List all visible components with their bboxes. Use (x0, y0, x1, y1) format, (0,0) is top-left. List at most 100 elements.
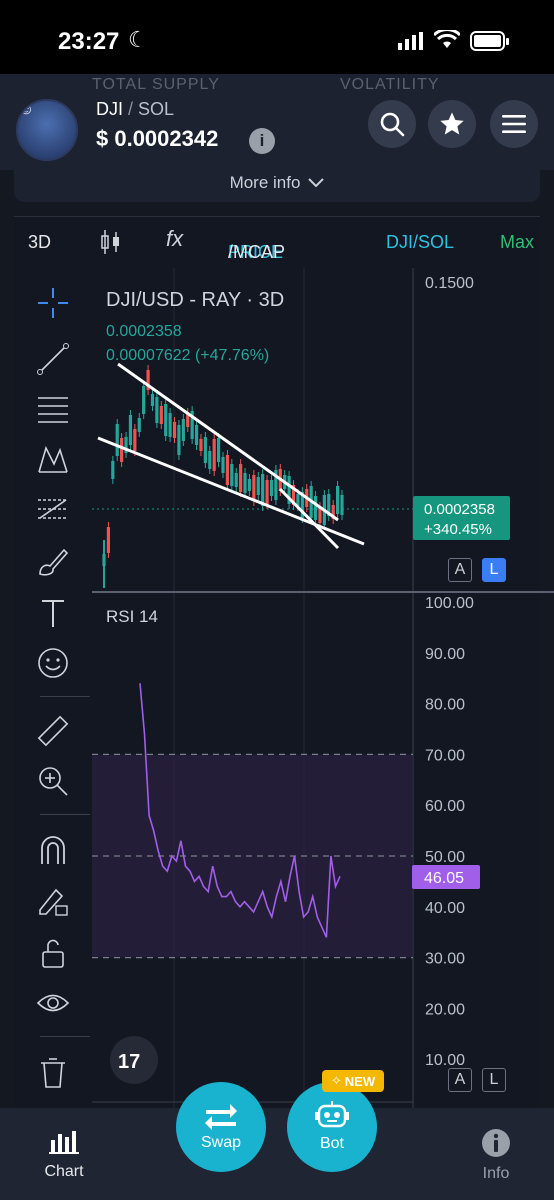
robot-icon (315, 1101, 349, 1128)
upper-trendline[interactable] (117, 362, 339, 522)
indicators-fx-icon[interactable]: fx (166, 226, 184, 251)
hamburger-menu-icon (502, 115, 526, 133)
rsi-axis: 100.00 90.00 80.00 70.00 60.00 50.00 40.00 30.0… (425, 595, 474, 1069)
pattern-tool-icon[interactable] (34, 440, 72, 478)
rsi-axis-label: 40.00 (425, 900, 465, 917)
fib-retracement-icon[interactable] (34, 390, 72, 428)
rsi-pane-title: RSI 14 (106, 607, 158, 626)
eye-visibility-icon[interactable] (34, 984, 72, 1022)
price-scale-auto-button[interactable]: A (448, 558, 472, 582)
rsi-current-value: 46.05 (424, 870, 464, 887)
badge-change: +340.45% (424, 521, 492, 538)
brush-icon[interactable] (34, 542, 72, 580)
rsi-axis-label: 80.00 (425, 697, 465, 714)
rsi-scale-auto-button[interactable]: A (448, 1068, 472, 1092)
pair-base: DJI (96, 99, 123, 119)
rsi-scale-log-button[interactable]: L (482, 1068, 506, 1092)
lock-drawing-icon[interactable] (34, 882, 72, 920)
pair-quote: SOL (138, 99, 175, 119)
moon-icon: ☾ (128, 27, 148, 52)
mcap-label: /MCAP (228, 242, 286, 262)
swap-button[interactable]: Swap (176, 1082, 266, 1172)
lower-trendline[interactable] (97, 436, 365, 546)
pair-toggle[interactable]: DJI/SOL (386, 232, 455, 252)
rsi-line (139, 683, 341, 938)
crosshair-icon[interactable] (34, 284, 72, 322)
price-label: PRICE (228, 242, 284, 262)
rsi-axis-label: 60.00 (425, 798, 465, 815)
tools-divider (40, 814, 90, 815)
price-info-icon[interactable]: i (249, 128, 275, 154)
status-time: 23:27 (58, 28, 120, 55)
rsi-axis-label: 20.00 (425, 1001, 465, 1018)
candlestick-icon[interactable] (100, 228, 122, 261)
star-icon (440, 112, 464, 135)
token-price: $ 0.0002342 (96, 126, 219, 151)
swap-arrows-icon (205, 1104, 237, 1130)
nav-info-label: Info (482, 1165, 510, 1182)
bot-button[interactable]: Bot (287, 1082, 377, 1172)
wifi-icon (434, 30, 460, 48)
new-badge-label: NEW (344, 1073, 376, 1089)
cellular-signal-icon (398, 32, 423, 50)
projection-tool-icon[interactable] (34, 490, 72, 528)
rsi-axis-label: 30.00 (425, 951, 465, 968)
range-max-button[interactable]: Max (500, 232, 535, 252)
rsi-axis-label: 70.00 (425, 747, 465, 764)
rsi-axis-label: 10.00 (425, 1052, 465, 1069)
favorite-button[interactable] (428, 100, 476, 148)
hidden-stats-row: TOTAL SUPPLY VOLATILITY (0, 74, 554, 94)
chart-container (14, 216, 540, 1110)
swap-label: Swap (200, 1134, 242, 1151)
price-change-value: 0.00007622 (+47.76%) (106, 347, 269, 364)
pair-name: DJI / SOL (96, 99, 174, 120)
menu-button[interactable] (490, 100, 538, 148)
rsi-axis-label: 100.00 (425, 595, 474, 612)
pair-sep: / (128, 99, 134, 119)
trend-line-icon[interactable] (34, 340, 72, 378)
info-icon (482, 1129, 510, 1157)
wedge-close-line (278, 487, 340, 550)
battery-icon (470, 31, 509, 51)
new-badge: ✧ NEW (322, 1070, 384, 1092)
timeframe-button[interactable]: 3D (28, 232, 52, 252)
bottom-nav (0, 1108, 554, 1200)
more-info-label: More info (229, 173, 301, 192)
tradingview-logo[interactable] (110, 1036, 158, 1084)
nav-info[interactable]: Info (468, 1128, 524, 1183)
price-last-value: 0.0002358 (106, 323, 182, 340)
volatility-label: VOLATILITY (340, 76, 440, 93)
magnet-icon[interactable] (34, 832, 72, 870)
text-tool-icon[interactable] (34, 594, 72, 632)
search-button[interactable] (368, 100, 416, 148)
price-badge (413, 496, 510, 540)
nav-chart[interactable]: Chart (36, 1128, 92, 1181)
unlock-icon[interactable] (34, 934, 72, 972)
bar-chart-icon (49, 1131, 79, 1154)
nav-chart-label: Chart (44, 1163, 84, 1180)
total-supply-label: TOTAL SUPPLY (92, 76, 220, 93)
sparkle-icon: ✧ (330, 1073, 342, 1088)
emoji-icon[interactable] (34, 644, 72, 682)
bot-label: Bot (319, 1135, 344, 1152)
tools-divider (40, 696, 90, 697)
rsi-value-badge (412, 865, 480, 889)
ruler-icon[interactable] (34, 712, 72, 750)
tradingview-logo-mark: 17 (118, 1051, 140, 1073)
badge-price: 0.0002358 (424, 501, 495, 518)
chevron-down-icon (308, 178, 325, 188)
price-axis-top-label: 0.1500 (425, 275, 474, 292)
rsi-axis-label: 90.00 (425, 646, 465, 663)
rsi-axis-label: 50.00 (425, 849, 465, 866)
price-scale-log-button[interactable]: L (482, 558, 506, 582)
rsi-guides (92, 753, 413, 959)
trash-icon[interactable] (34, 1054, 72, 1092)
tools-divider (40, 1036, 90, 1037)
zoom-in-icon[interactable] (34, 762, 72, 800)
price-candles (102, 365, 344, 588)
status-bar: 23:27 ☾ (0, 0, 554, 80)
price-pane-title: DJI/USD - RAY · 3D (106, 289, 284, 311)
more-info-toggle[interactable]: More info (14, 164, 540, 202)
chart-toolbar: 3D fx PRICE/MCAP DJI/SOL Max (14, 222, 554, 262)
